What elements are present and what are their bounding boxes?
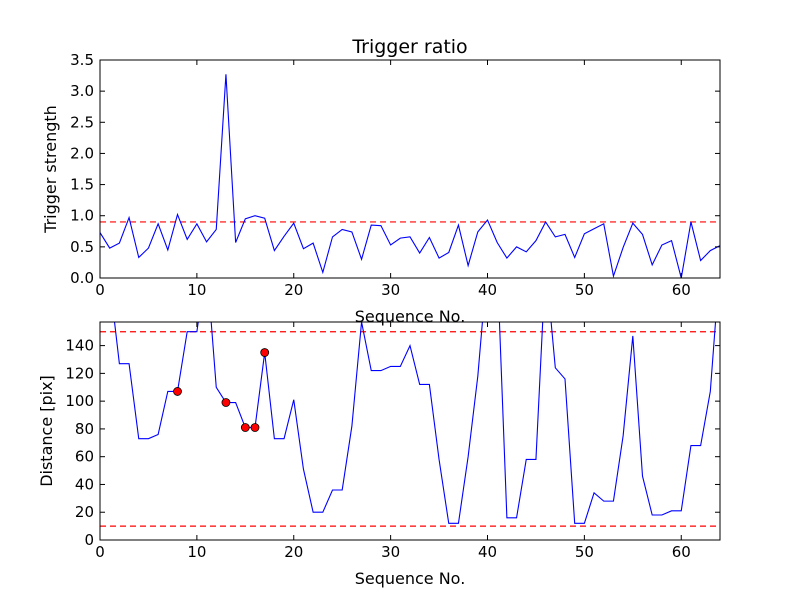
y-tick-label: 2.0 [70,144,94,162]
y-tick-label: 20 [75,503,94,521]
plot-frame [99,321,721,541]
y-tick-label: 140 [65,337,94,355]
y-tick-label: 3.5 [70,51,94,69]
y-axis-label: Trigger strength [41,105,60,234]
x-tick-label: 10 [187,281,206,299]
x-tick-label: 50 [575,543,594,561]
y-tick-label: 3.0 [70,82,94,100]
plot-frame [99,59,721,279]
x-axis-label: Sequence No. [355,569,466,588]
y-tick-label: 100 [65,392,94,410]
y-tick-label: 1.0 [70,207,94,225]
x-tick-label: 10 [187,543,206,561]
y-tick-label: 1.5 [70,176,94,194]
data-point-marker [173,387,182,396]
y-tick-label: 80 [75,420,94,438]
y-tick-label: 0 [84,531,94,549]
x-tick-label: 40 [478,281,497,299]
x-axis-label: Sequence No. [355,307,466,326]
data-point-marker [221,398,231,407]
y-tick-label: 2.5 [70,113,94,131]
x-tick-label: 60 [672,281,691,299]
x-tick-label: 30 [381,543,400,561]
data-point-marker [240,423,250,432]
chart-title: Trigger ratio [351,36,467,58]
x-tick-label: 60 [672,543,691,561]
y-tick-label: 60 [75,448,94,466]
data-point-marker [260,348,270,357]
y-axis-label: Distance [pix] [37,375,56,487]
y-tick-label: 40 [75,475,94,493]
series-line [113,322,717,524]
y-tick-label: 0.0 [70,269,94,287]
y-tick-label: 120 [65,364,94,382]
x-tick-label: 30 [381,281,400,299]
x-tick-label: 50 [575,281,594,299]
x-tick-label: 40 [478,543,497,561]
x-tick-label: 20 [284,281,303,299]
x-tick-label: 0 [95,281,105,299]
data-point-marker [250,423,260,432]
x-tick-label: 20 [284,543,303,561]
distance-chart: 0 10 20 30 40 50 60 0 20 40 60 80 100 120 140 Sequence… [37,321,721,588]
y-tick-label: 0.5 [70,238,94,256]
series-line [100,74,720,278]
x-tick-label: 0 [95,543,105,561]
trigger-ratio-chart: Trigger ratio 0 10 20 30 40 50 60 0.0 0.5 1.0 1.5 2… [41,36,721,326]
